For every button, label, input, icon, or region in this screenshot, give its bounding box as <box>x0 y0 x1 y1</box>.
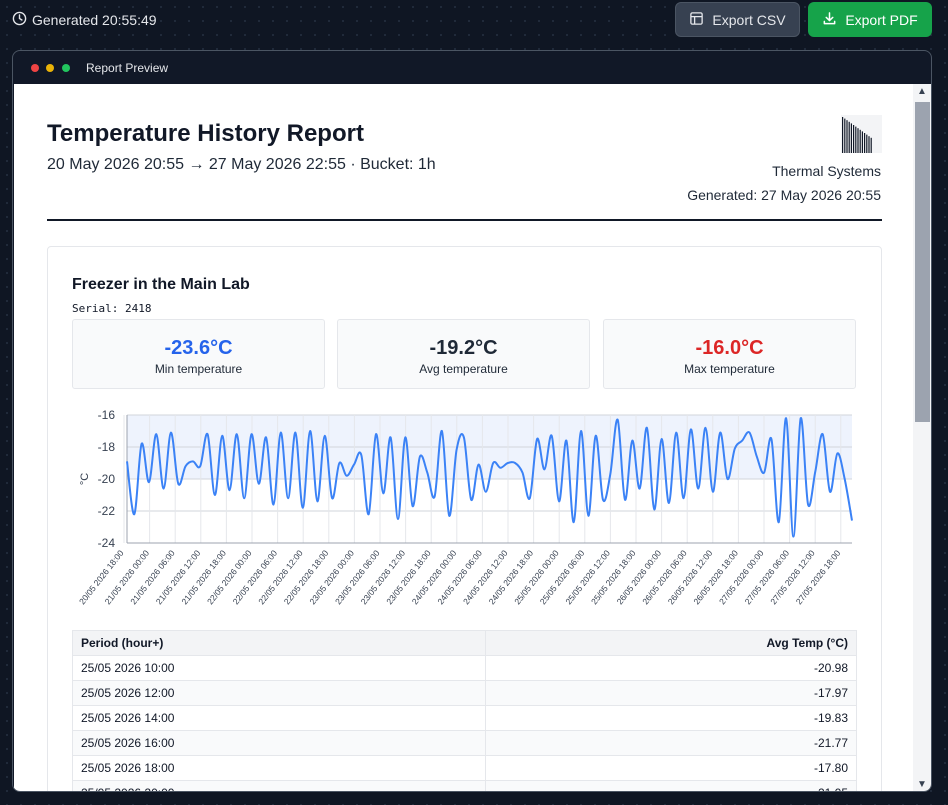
period-cell: 25/05 2026 10:00 <box>72 655 486 681</box>
y-tick-label: -24 <box>98 536 116 550</box>
hourly-table: Period (hour+) Avg Temp (°C) 25/05 2026 … <box>72 630 857 791</box>
avg-temp-cell: -19.83 <box>485 705 857 731</box>
period-cell: 25/05 2026 16:00 <box>72 730 486 756</box>
y-tick-label: -16 <box>98 408 116 422</box>
table-icon <box>689 11 704 29</box>
max-temp-value: -16.0°C <box>695 337 764 359</box>
window-titlebar: Report Preview <box>13 51 931 84</box>
period-cell: 25/05 2026 12:00 <box>72 680 486 706</box>
period-cell: 25/05 2026 14:00 <box>72 705 486 731</box>
min-temp-label: Min temperature <box>154 362 243 376</box>
minimize-window-dot[interactable] <box>46 64 54 72</box>
report-title: Temperature History Report <box>47 120 364 147</box>
max-temp-stat: -16.0°C Max temperature <box>603 319 856 389</box>
report-preview-window: Report Preview Temperature History Repor… <box>12 50 932 792</box>
export-pdf-button[interactable]: Export PDF <box>808 2 932 37</box>
generated-time-text: Generated 20:55:49 <box>32 12 157 28</box>
y-tick-label: -20 <box>98 472 116 486</box>
avg-temp-stat: -19.2°C Avg temperature <box>337 319 590 389</box>
top-toolbar: Generated 20:55:49 Export CSV Export PDF <box>0 0 948 40</box>
avg-temp-cell: -21.05 <box>485 780 857 791</box>
report-document: Temperature History Report 20 May 2026 2… <box>14 84 913 791</box>
y-tick-label: -18 <box>98 440 116 454</box>
period-cell: 25/05 2026 18:00 <box>72 755 486 781</box>
table-row: 25/05 2026 10:00 -20.98 <box>72 655 857 681</box>
min-temp-value: -23.6°C <box>164 337 233 359</box>
scroll-down-arrow-icon[interactable]: ▼ <box>917 779 927 790</box>
avg-temp-cell: -21.77 <box>485 730 857 756</box>
table-header-row: Period (hour+) Avg Temp (°C) <box>72 630 857 656</box>
generated-time: Generated 20:55:49 <box>12 11 157 29</box>
avg-temp-value: -19.2°C <box>429 337 498 359</box>
avg-temp-column-header: Avg Temp (°C) <box>485 630 857 656</box>
company-logo <box>841 115 882 153</box>
device-card: Freezer in the Main Lab Serial: 2418 -23… <box>47 246 882 791</box>
maximize-window-dot[interactable] <box>62 64 70 72</box>
table-row: 25/05 2026 16:00 -21.77 <box>72 730 857 756</box>
clock-icon <box>12 11 27 29</box>
window-title: Report Preview <box>86 61 169 75</box>
company-name: Thermal Systems <box>772 163 881 179</box>
table-row: 25/05 2026 14:00 -19.83 <box>72 705 857 731</box>
avg-temp-cell: -20.98 <box>485 655 857 681</box>
scroll-up-arrow-icon[interactable]: ▲ <box>917 86 927 97</box>
device-name: Freezer in the Main Lab <box>72 276 250 293</box>
report-generated: Generated: 27 May 2026 20:55 <box>687 187 881 203</box>
download-icon <box>822 11 837 29</box>
avg-temp-label: Avg temperature <box>419 362 508 376</box>
period-column-header: Period (hour+) <box>72 630 486 656</box>
header-divider <box>47 219 882 221</box>
y-axis-label: °C <box>79 473 91 485</box>
close-window-dot[interactable] <box>31 64 39 72</box>
avg-temp-cell: -17.97 <box>485 680 857 706</box>
export-csv-label: Export CSV <box>712 11 786 28</box>
min-temp-stat: -23.6°C Min temperature <box>72 319 325 389</box>
device-serial: Serial: 2418 <box>72 302 152 315</box>
avg-temp-cell: -17.80 <box>485 755 857 781</box>
table-row: 25/05 2026 20:00 -21.05 <box>72 780 857 791</box>
document-scrollbar[interactable]: ▲ ▼ <box>913 84 931 791</box>
scroll-thumb[interactable] <box>915 102 930 422</box>
max-temp-label: Max temperature <box>684 362 775 376</box>
export-pdf-label: Export PDF <box>845 11 918 28</box>
export-csv-button[interactable]: Export CSV <box>675 2 800 37</box>
x-tick-label: 20/05 2026 18:00 <box>77 548 126 607</box>
report-range: 20 May 2026 20:55 → 27 May 2026 22:55 · … <box>47 156 436 173</box>
period-cell: 25/05 2026 20:00 <box>72 780 486 791</box>
table-row: 25/05 2026 12:00 -17.97 <box>72 680 857 706</box>
table-row: 25/05 2026 18:00 -17.80 <box>72 755 857 781</box>
y-tick-label: -22 <box>98 504 116 518</box>
temperature-series-line <box>126 417 853 538</box>
